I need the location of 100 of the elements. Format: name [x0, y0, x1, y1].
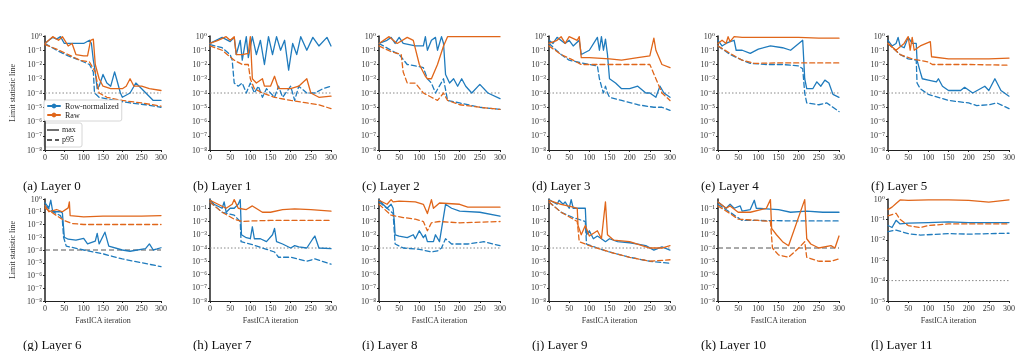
y-tick-label: 10⁻³: [700, 230, 716, 240]
x-tick-label: 100: [77, 152, 90, 162]
x-tick-label: 150: [942, 152, 954, 162]
y-tick-label: 10⁻¹: [869, 214, 886, 224]
y-tick-label: 10⁻⁴: [191, 243, 207, 253]
x-tick-label: 250: [135, 303, 148, 313]
x-tick-label: 50: [564, 303, 573, 313]
x-tick-label: 250: [643, 152, 656, 162]
y-tick-label: 10⁻¹: [700, 203, 716, 213]
line-series: [547, 36, 671, 98]
x-tick-label: 150: [942, 303, 954, 313]
y-tick-label: 10⁰: [30, 31, 42, 41]
y-tick-label: 10⁻²: [27, 60, 43, 69]
x-tick-label: 200: [623, 303, 636, 313]
x-tick-label: 100: [582, 303, 595, 313]
x-tick-label: 300: [833, 303, 845, 313]
x-tick-label: 0: [43, 303, 47, 313]
x-tick-label: 200: [284, 152, 297, 162]
y-tick-label: 10⁻⁴: [869, 276, 885, 286]
y-tick-label: 10⁻⁸: [530, 145, 546, 155]
x-tick-label: 150: [772, 303, 785, 313]
y-tick-label: 10⁻³: [869, 74, 886, 84]
line-series: [378, 198, 501, 215]
y-tick-label: 10⁻⁶: [869, 117, 885, 126]
y-tick-label: 10⁻³: [869, 255, 886, 265]
x-tick-label: 150: [603, 152, 615, 162]
y-tick-label: 10⁻³: [361, 74, 377, 84]
x-tick-label: 300: [494, 303, 506, 313]
x-axis-title: FastICA iteration: [750, 316, 807, 326]
y-tick-label: 10⁻²: [530, 217, 547, 227]
y-tick-label: 10⁰: [873, 194, 885, 204]
y-tick-label: 10⁻⁵: [699, 256, 716, 266]
y-tick-label: 10⁻⁸: [869, 145, 885, 155]
x-tick-label: 250: [982, 152, 995, 162]
y-tick-label: 10⁻³: [191, 74, 208, 84]
x-tick-label: 250: [135, 152, 148, 162]
text: (l) Layer 11: [870, 337, 933, 351]
x-tick-label: 0: [207, 303, 212, 313]
x-tick-label: 0: [43, 152, 47, 162]
x-tick-label: 50: [903, 303, 912, 313]
y-tick-label: 10⁰: [873, 31, 885, 41]
x-tick-label: 300: [1002, 152, 1015, 162]
y-tick-label: 10⁻⁷: [869, 131, 885, 141]
y-tick-label: 10⁻⁸: [26, 296, 43, 306]
y-tick-label: 10⁰: [534, 31, 546, 41]
x-tick-label: 100: [413, 152, 426, 162]
y-tick-label: 10⁻¹: [361, 203, 377, 213]
y-tick-label: 10⁻²: [191, 217, 208, 227]
text: (e) Layer 4: [701, 178, 760, 193]
y-tick-label: 10⁻⁴: [869, 88, 885, 98]
y-tick-label: 10⁻⁶: [699, 270, 716, 279]
y-tick-label: 10⁻⁶: [530, 270, 546, 279]
y-tick-label: 10⁻⁸: [360, 296, 377, 306]
x-tick-label: 100: [752, 303, 765, 313]
y-tick-label: 10⁻²: [27, 220, 43, 229]
y-axis-title: Limit statistic line: [7, 220, 17, 280]
y-tick-label: 10⁻⁵: [360, 102, 377, 112]
x-tick-label: 50: [903, 152, 912, 162]
y-tick-label: 10⁻⁶: [191, 117, 207, 126]
y-tick-label: 10⁻⁵: [869, 102, 885, 112]
y-tick-label: 10⁻²: [869, 60, 886, 69]
text: (g) Layer 6: [23, 337, 82, 351]
x-tick-label: 50: [395, 303, 404, 313]
x-tick-label: 0: [885, 152, 890, 162]
y-tick-label: 10⁻³: [530, 230, 547, 240]
x-tick-label: 50: [734, 303, 743, 313]
y-tick-label: 10⁻³: [530, 74, 547, 84]
y-tick-label: 10⁻³: [191, 230, 208, 240]
x-tick-label: 0: [716, 303, 720, 313]
text: (f) Layer 5: [870, 178, 927, 193]
x-tick-label: 250: [473, 152, 486, 162]
y-axis-title: Limit statistic line: [7, 63, 17, 123]
y-tick-label: 10⁻⁶: [360, 117, 377, 126]
x-tick-label: 250: [812, 152, 825, 162]
x-tick-label: 50: [395, 152, 404, 162]
x-tick-label: 50: [564, 152, 573, 162]
y-tick-label: 10⁻⁸: [699, 296, 716, 306]
y-tick-label: 10⁻⁵: [699, 102, 716, 112]
x-axis-title: FastICA iteration: [920, 316, 976, 326]
y-tick-label: 10⁻¹: [27, 45, 43, 55]
x-tick-label: 200: [623, 152, 636, 162]
y-tick-label: 10⁻⁷: [360, 131, 377, 141]
x-axis-title: FastICA iteration: [75, 316, 131, 326]
x-tick-label: 50: [225, 152, 234, 162]
y-tick-label: 10⁻⁷: [699, 131, 716, 141]
y-tick-label: 10⁻⁷: [699, 283, 716, 293]
x-tick-label: 0: [546, 152, 551, 162]
x-tick-label: 200: [962, 152, 975, 162]
x-tick-label: 100: [77, 303, 90, 313]
y-tick-label: 10⁻³: [700, 74, 716, 84]
line-series: [378, 203, 501, 232]
x-tick-label: 200: [792, 303, 805, 313]
y-tick-label: 10⁻⁶: [530, 117, 546, 126]
y-tick-label: 10⁻⁵: [26, 102, 43, 112]
legend-label: Row-normalized: [65, 101, 119, 111]
x-tick-label: 300: [663, 152, 676, 162]
y-tick-label: 10⁰: [703, 31, 715, 41]
x-tick-label: 250: [982, 303, 995, 313]
x-tick-label: 0: [207, 152, 212, 162]
y-tick-label: 10⁻⁴: [699, 243, 716, 253]
